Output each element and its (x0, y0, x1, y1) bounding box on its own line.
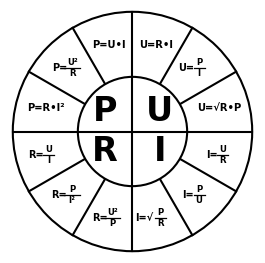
Text: R: R (69, 69, 76, 78)
Text: I=: I= (206, 150, 217, 160)
Text: U²: U² (67, 58, 78, 67)
Text: P: P (69, 185, 75, 194)
Text: U: U (46, 144, 52, 154)
Text: U: U (146, 95, 174, 129)
Text: U²: U² (107, 208, 118, 217)
Text: I: I (154, 134, 166, 168)
Text: I=√: I=√ (135, 213, 153, 223)
Text: P: P (196, 185, 202, 194)
Text: P=R•I²: P=R•I² (27, 103, 65, 113)
Text: R: R (219, 156, 226, 165)
Text: P: P (157, 208, 164, 217)
Text: U=√R•P: U=√R•P (197, 103, 241, 113)
Text: U=R•I: U=R•I (139, 40, 173, 50)
Text: P: P (196, 58, 202, 67)
Text: R: R (157, 219, 164, 229)
Text: U: U (219, 144, 226, 154)
Text: U=: U= (178, 63, 194, 73)
Text: P: P (93, 95, 117, 129)
Text: P: P (109, 219, 116, 229)
Text: R=: R= (92, 213, 107, 223)
Text: I=: I= (183, 190, 194, 200)
Text: U: U (196, 196, 202, 205)
Text: I²: I² (69, 196, 76, 205)
Text: I: I (47, 156, 50, 165)
Text: I: I (197, 69, 201, 78)
Text: R: R (92, 134, 118, 168)
Text: R=: R= (28, 150, 44, 160)
Circle shape (13, 12, 252, 251)
Text: R=: R= (51, 190, 67, 200)
Text: P=U•I: P=U•I (92, 40, 126, 50)
Circle shape (78, 77, 187, 186)
Text: P=: P= (52, 63, 67, 73)
